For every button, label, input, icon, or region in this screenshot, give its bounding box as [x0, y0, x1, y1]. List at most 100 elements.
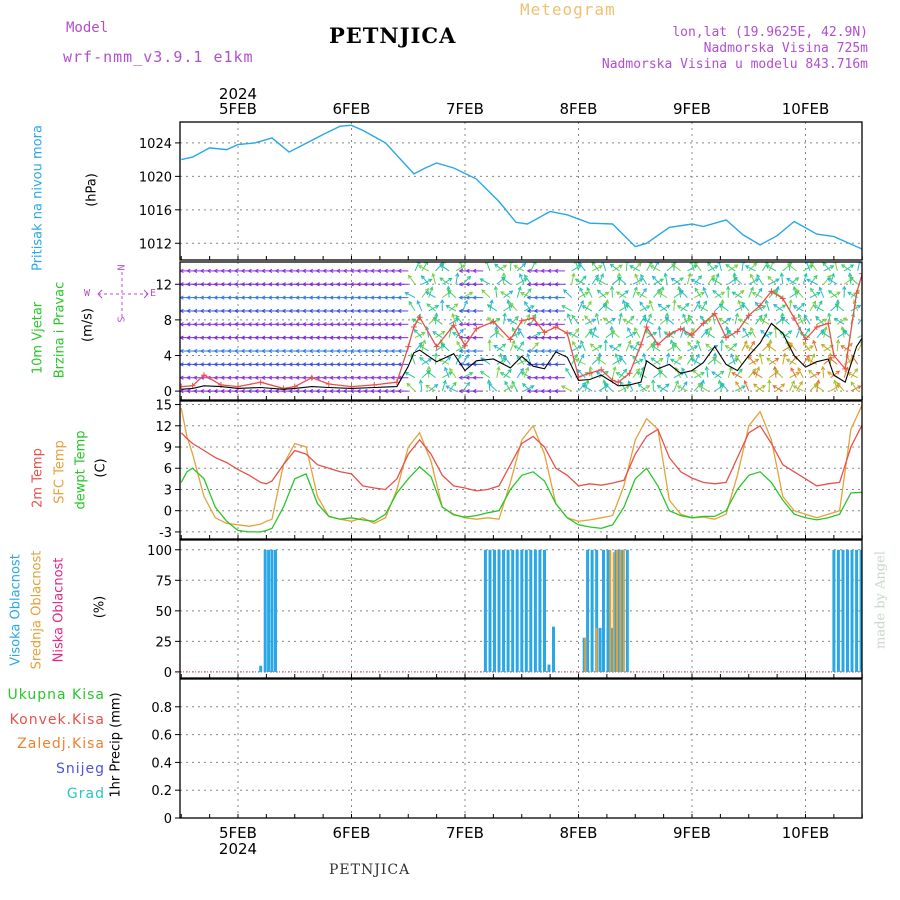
wind-arrow-head	[663, 331, 668, 336]
wind-arrow-head	[533, 295, 538, 300]
wind-arrow	[809, 382, 819, 392]
wind-arrow	[632, 341, 640, 352]
wind-arrow-head	[267, 335, 273, 340]
wind-arrow-head	[598, 265, 603, 270]
wind-arrow	[584, 380, 589, 392]
panel-frame	[179, 678, 863, 819]
wind-arrow-head	[499, 372, 505, 376]
wind-arrow-head	[547, 348, 552, 354]
wind-arrow-head	[472, 348, 477, 354]
wind-arrow	[806, 278, 818, 285]
wind-arrow-head	[810, 287, 815, 293]
wind-arrow-head	[329, 388, 334, 394]
cloud-high-bar	[267, 549, 271, 672]
wind-arrow-head	[798, 380, 803, 386]
wind-arrow-head	[315, 348, 320, 354]
wind-arrow-head	[267, 322, 273, 327]
wind-arrow	[693, 300, 700, 312]
wind-arrow	[605, 317, 616, 325]
wind-arrow-head	[827, 312, 832, 317]
wind-arrow-head	[240, 362, 245, 367]
wind-arrow	[516, 286, 521, 298]
wind-arrow-head	[308, 348, 314, 354]
wind-arrow	[516, 341, 524, 352]
wind-arrow	[611, 286, 614, 298]
wind-arrow-head	[489, 299, 494, 304]
wind-arrow-head	[553, 282, 559, 287]
wind-arrow-head	[383, 268, 388, 274]
y-tick-label: 4	[164, 349, 172, 364]
wind-arrow	[721, 340, 723, 352]
wind-arrow-head	[840, 264, 846, 269]
wind-arrow-head	[587, 300, 592, 306]
cloud-high-bar	[846, 549, 849, 672]
x-tick-label-bottom: 6FEB	[333, 824, 371, 842]
wind-arrow	[493, 345, 504, 352]
wind-arrow	[612, 366, 616, 378]
wind-arrow-head	[192, 308, 198, 314]
wind-arrow-head	[672, 298, 677, 304]
wind-arrow	[702, 287, 709, 298]
wind-arrow-head	[440, 298, 445, 304]
wind-arrow-head	[458, 388, 463, 394]
compass-arrows-icon	[97, 272, 149, 318]
wind-arrow-head	[192, 322, 198, 327]
wind-arrow-head	[288, 322, 293, 327]
wind-arrow	[444, 367, 450, 378]
wind-arrow-head	[731, 291, 736, 296]
wind-arrow-head	[610, 329, 615, 334]
wind-arrow-head	[494, 325, 499, 331]
wind-arrow-head	[547, 282, 552, 287]
x-tick-label-bottom: 8FEB	[560, 824, 598, 842]
wind-arrow	[691, 358, 702, 365]
wind-arrow-head	[192, 375, 198, 380]
wind-arrow-head	[764, 299, 769, 304]
wind-arrow	[503, 304, 514, 312]
wind-arrow-head	[526, 268, 531, 274]
wind-arrow	[789, 291, 800, 299]
wind-arrow-head	[642, 352, 647, 358]
wind-arrow	[563, 289, 573, 298]
wind-arrow-head	[335, 295, 341, 300]
wind-arrow-head	[458, 375, 463, 380]
wind-arrow-head	[795, 372, 801, 376]
wind-arrow	[752, 292, 763, 299]
wind-arrow-head	[676, 385, 682, 390]
wind-arrow-head	[533, 362, 538, 367]
wind-arrow	[421, 288, 429, 298]
wind-arrow	[727, 367, 732, 378]
cloud-high-bar	[497, 549, 501, 672]
wind-arrow-head	[295, 388, 300, 394]
wind-arrow-head	[464, 353, 469, 359]
wind-gust-marker	[734, 328, 741, 335]
wind-arrow-head	[632, 332, 637, 336]
precip-legend-total: Ukupna Kisa	[7, 687, 105, 703]
wind-arrow-head	[397, 348, 402, 354]
wind-arrow-head	[308, 282, 314, 287]
wind-arrow-head	[342, 322, 348, 327]
temp-2m-line	[180, 424, 862, 492]
wind-arrow-head	[220, 335, 225, 340]
wind-arrow-head	[369, 388, 375, 394]
wind-arrow-head	[806, 327, 811, 333]
wind-arrow	[639, 288, 647, 298]
wind-arrow-head	[247, 295, 252, 300]
wind-arrow-head	[780, 312, 785, 317]
wind-arrow-head	[521, 383, 527, 388]
wind-arrow	[653, 288, 661, 298]
wind-arrow-head	[465, 282, 470, 287]
wind-arrow	[462, 354, 469, 365]
wind-arrow-head	[635, 292, 641, 296]
wind-arrow-head	[842, 285, 847, 290]
wind-arrow-head	[267, 268, 273, 274]
wind-arrow	[850, 381, 859, 392]
wind-arrow	[796, 318, 807, 325]
wind-arrow-head	[517, 327, 522, 332]
wind-arrow-head	[274, 308, 279, 314]
wind-arrow-head	[260, 308, 266, 314]
wind-arrow	[425, 291, 436, 299]
wind-arrow	[420, 380, 423, 392]
meteogram-label: Meteogram	[520, 0, 616, 19]
wind-arrow-head	[733, 276, 738, 281]
wind-arrow-head	[812, 300, 817, 305]
